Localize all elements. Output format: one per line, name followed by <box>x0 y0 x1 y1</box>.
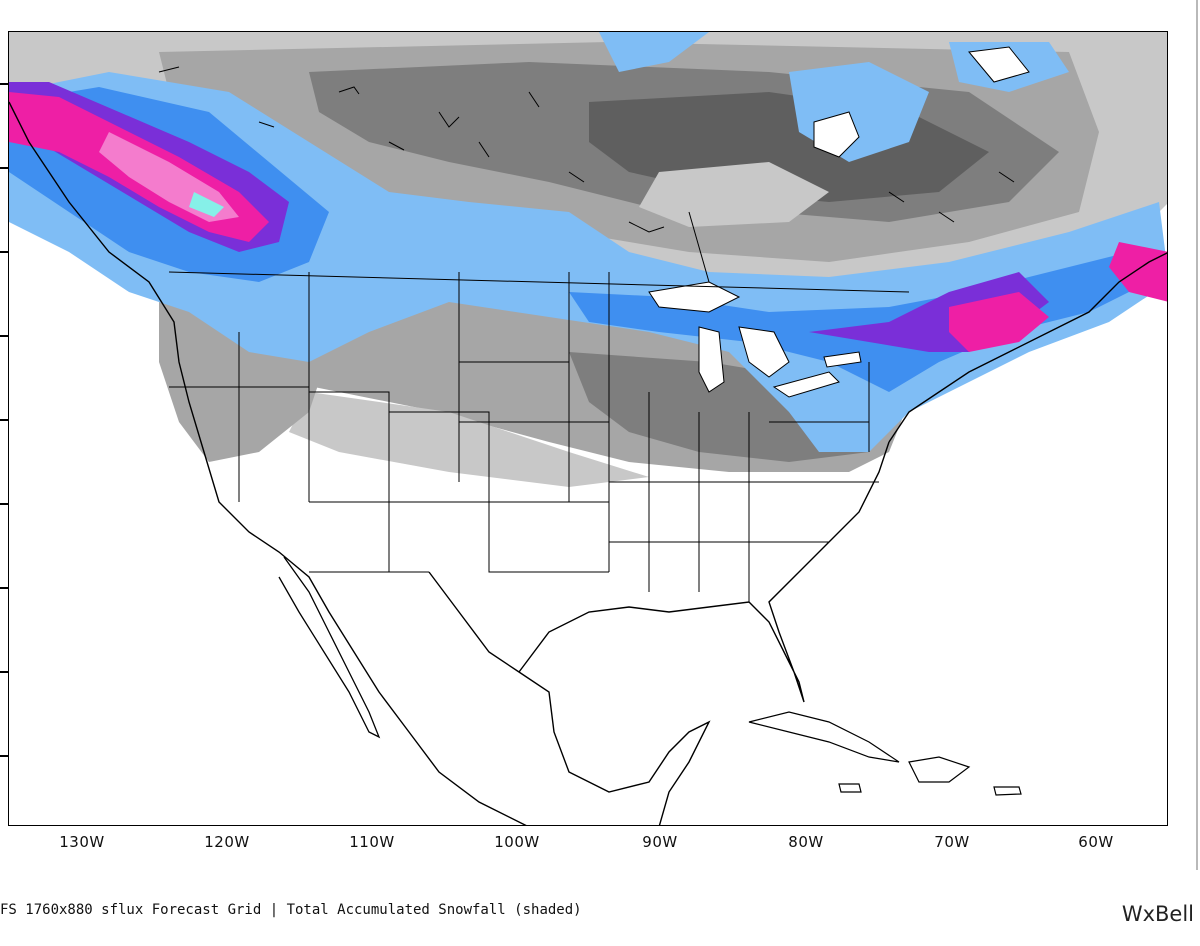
lon-label-60w: 60W <box>1078 833 1114 851</box>
lat-tick <box>0 167 8 169</box>
snow-blue-north-labrador <box>599 32 709 72</box>
cuba-outline <box>748 711 900 763</box>
great-lake-huron <box>738 326 790 378</box>
lon-label-110w: 110W <box>349 833 395 851</box>
snow-us-gray-light <box>289 392 649 487</box>
edge-divider <box>1196 0 1198 870</box>
great-lake-ontario <box>823 351 862 368</box>
jamaica-outline <box>838 783 862 793</box>
lat-tick <box>0 419 8 421</box>
snow-cyan-bc <box>189 192 224 217</box>
hudson-strait-white <box>968 46 1030 83</box>
map-caption: FS 1760x880 sflux Forecast Grid | Total … <box>0 902 582 918</box>
lon-label-80w: 80W <box>788 833 824 851</box>
lat-tick <box>0 755 8 757</box>
great-lake-michigan <box>698 326 725 393</box>
hispaniola-outline <box>908 756 971 783</box>
snow-canada-light-patch <box>639 162 829 227</box>
lat-tick <box>0 251 8 253</box>
atlantic-coastline <box>888 252 1167 443</box>
lat-tick <box>0 335 8 337</box>
snow-magenta-maritimes <box>949 292 1049 352</box>
gulf-coastline <box>428 571 711 825</box>
lon-label-100w: 100W <box>494 833 540 851</box>
lon-label-70w: 70W <box>934 833 970 851</box>
lon-label-90w: 90W <box>642 833 678 851</box>
great-lake-superior <box>648 281 741 313</box>
map-frame <box>8 31 1168 826</box>
lat-tick <box>0 671 8 673</box>
snowfall-map <box>9 32 1167 825</box>
snow-magenta-newfoundland <box>1109 242 1167 302</box>
inland-lakes <box>158 66 1015 233</box>
political-boundaries <box>168 211 910 602</box>
pacific-coastline <box>9 101 527 825</box>
baja-outline <box>278 556 381 739</box>
hudson-bay-white <box>813 111 860 158</box>
lat-tick <box>0 83 8 85</box>
puerto-rico-outline <box>993 786 1022 796</box>
brand-logo-text: WxBell <box>1121 902 1194 926</box>
great-lake-erie <box>772 371 840 398</box>
lat-tick <box>0 587 8 589</box>
lat-tick <box>0 503 8 505</box>
lon-label-130w: 130W <box>59 833 105 851</box>
lon-label-120w: 120W <box>204 833 250 851</box>
